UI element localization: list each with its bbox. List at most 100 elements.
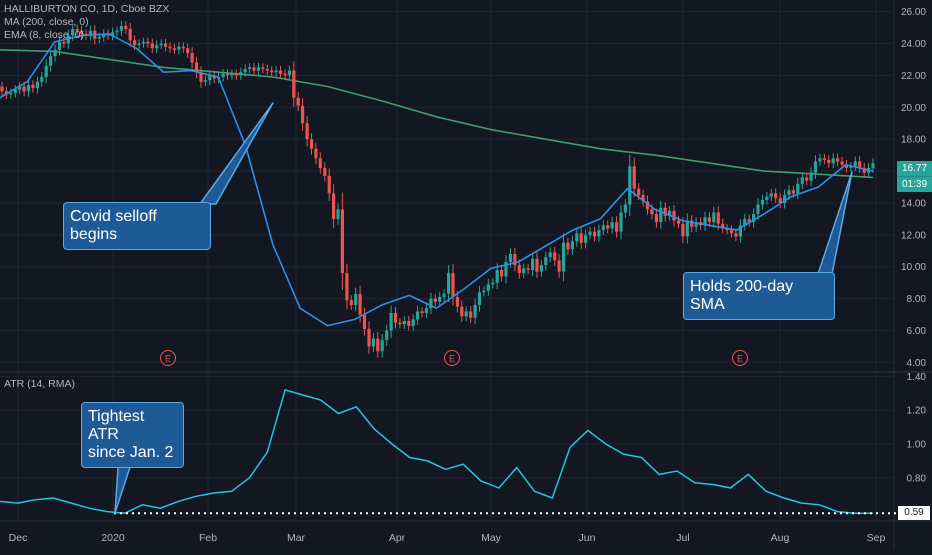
candle-body	[694, 222, 698, 227]
candle-body	[663, 207, 667, 216]
candle-body	[778, 198, 782, 203]
candle-body	[212, 75, 216, 79]
candle-body	[491, 282, 495, 285]
atr-tick-label: 1.40	[907, 372, 927, 383]
candle-body	[314, 148, 318, 159]
candle-body	[4, 91, 8, 95]
candle-body	[420, 311, 424, 313]
ma-legend[interactable]: MA (200, close, 0)	[4, 16, 89, 28]
earnings-marker[interactable]: E	[444, 350, 460, 366]
candle-body	[18, 86, 22, 90]
candle-body	[248, 67, 252, 69]
candle-body	[367, 328, 371, 347]
ema8-line	[0, 33, 874, 327]
candle-body	[44, 65, 48, 77]
candle-body	[592, 231, 597, 237]
atr-line	[0, 388, 873, 514]
atr-value-tag: 0.59	[898, 506, 930, 520]
earnings-marker[interactable]: E	[160, 350, 176, 366]
candle-body	[221, 73, 225, 77]
candle-body	[831, 158, 835, 164]
candle-body	[305, 123, 309, 140]
candle-body	[645, 201, 650, 210]
time-tick-label: Sep	[867, 532, 886, 544]
candle-body	[539, 265, 543, 272]
candle-body	[88, 30, 92, 36]
candle-body	[451, 273, 455, 297]
candle-body	[827, 159, 831, 164]
candle-body	[354, 293, 358, 306]
candle-body	[9, 92, 13, 95]
candle-body	[734, 233, 738, 237]
ma200-line	[0, 49, 874, 179]
time-tick-label: 2020	[101, 532, 125, 544]
candle-body	[62, 41, 66, 44]
candle-body	[712, 212, 716, 223]
candle-body	[756, 204, 760, 215]
candle-body	[553, 252, 557, 261]
candle-body	[738, 225, 742, 237]
candle-body	[309, 139, 314, 149]
candle-body	[393, 313, 398, 323]
candle-body	[632, 166, 636, 189]
candle-body	[133, 40, 137, 46]
candle-body	[168, 46, 172, 49]
candle-body	[805, 177, 809, 181]
candle-body	[327, 175, 331, 194]
candle-body	[256, 67, 260, 71]
ema-legend[interactable]: EMA (8, close, 0)	[4, 29, 84, 41]
candle-body	[424, 308, 428, 313]
candle-body	[40, 77, 44, 82]
candle-body	[13, 89, 17, 93]
candle-body	[774, 193, 778, 199]
candle-body	[429, 298, 433, 309]
candle-body	[407, 321, 411, 326]
candle-body	[486, 284, 490, 291]
candle-body	[637, 188, 641, 195]
price-tick-label: 8.00	[907, 294, 927, 305]
earnings-marker-circle	[732, 350, 748, 366]
earnings-marker[interactable]: E	[732, 350, 748, 366]
candle-body	[137, 43, 141, 46]
candle-body	[230, 73, 234, 76]
candle-body	[659, 207, 663, 223]
candle-body	[628, 166, 632, 205]
candle-body	[146, 41, 150, 44]
atr-tick-label: 1.00	[907, 439, 927, 450]
time-tick-label: Mar	[287, 532, 306, 544]
candle-body	[809, 172, 813, 181]
symbol-title[interactable]: HALLIBURTON CO, 1D, Cboe BZX	[4, 3, 170, 15]
atr-tick-label: 1.20	[907, 406, 927, 417]
covid-callout: Covid selloff begins	[63, 202, 211, 250]
candle-body	[389, 313, 393, 331]
candle-body	[53, 49, 57, 57]
candle-body	[66, 35, 70, 44]
price-tick-label: 24.00	[901, 39, 926, 50]
candle-body	[548, 252, 552, 258]
candle-body	[270, 70, 274, 73]
candle-body	[194, 62, 199, 73]
candle-body	[495, 269, 499, 283]
candle-body	[102, 33, 106, 38]
earnings-marker-label: E	[449, 354, 455, 364]
candle-body	[190, 53, 194, 63]
candle-body	[623, 204, 627, 213]
candle-body	[676, 220, 681, 224]
candle-body	[26, 84, 31, 92]
candle-body	[234, 73, 238, 76]
sma-callout: Holds 200-day SMA	[683, 272, 835, 320]
candle-body	[721, 223, 725, 229]
candle-body	[186, 48, 190, 54]
price-tick-label: 10.00	[901, 262, 926, 273]
candle-body	[155, 45, 159, 49]
candle-body	[128, 29, 132, 41]
candle-body	[473, 305, 477, 318]
earnings-marker-label: E	[165, 354, 171, 364]
candle-body	[385, 330, 389, 341]
candle-body	[800, 177, 804, 184]
atr-legend[interactable]: ATR (14, RMA)	[4, 378, 75, 390]
price-tick-label: 6.00	[907, 326, 927, 337]
